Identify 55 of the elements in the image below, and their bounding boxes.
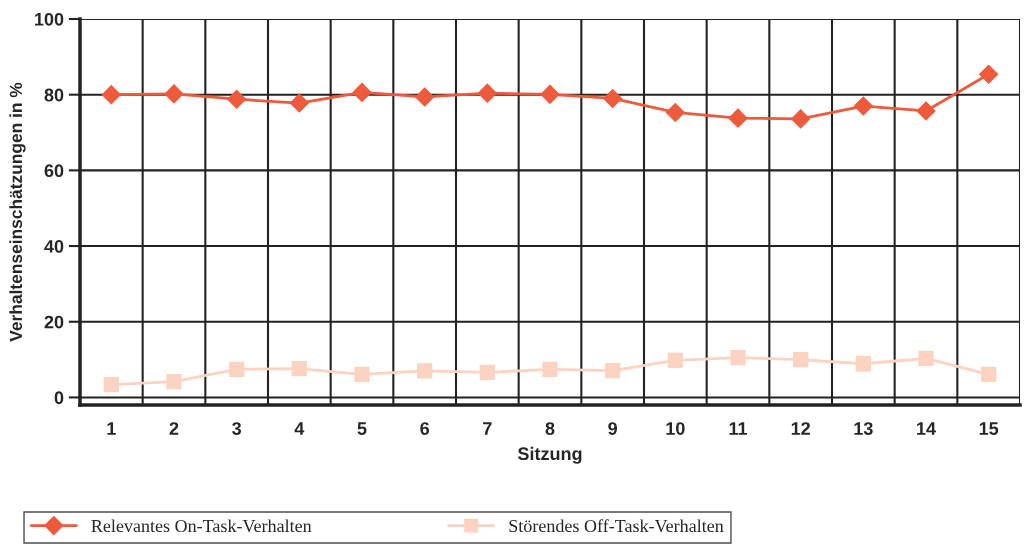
y-tick-label: 60 [44, 164, 64, 178]
point [415, 87, 435, 107]
x-tick-label: 4 [294, 422, 305, 435]
y-tick-label: 20 [44, 315, 64, 329]
point [352, 82, 372, 102]
point [981, 366, 997, 382]
point [289, 93, 309, 113]
x-tick-label: 3 [232, 422, 242, 435]
point [101, 85, 121, 105]
x-tick-label: 14 [917, 422, 936, 435]
point [540, 84, 560, 104]
x-tick-label: 8 [545, 422, 555, 435]
point [229, 361, 245, 378]
x-tick-label: 12 [791, 422, 810, 435]
x-tick-label: 5 [357, 422, 367, 435]
legend-label: Relevantes On-Task-Verhalten [91, 519, 312, 533]
point [227, 89, 247, 109]
point [603, 88, 623, 109]
x-tick-label: 15 [979, 422, 999, 435]
point [477, 83, 497, 103]
x-tick-label: 6 [420, 422, 430, 435]
point [103, 376, 119, 393]
point [605, 362, 621, 379]
y-tick-label: 100 [35, 12, 64, 26]
x-tick-label: 1 [107, 422, 116, 435]
x-axis-title: Sitzung [517, 446, 582, 464]
point [667, 352, 683, 368]
point [164, 84, 184, 104]
point [291, 361, 307, 377]
point [479, 364, 495, 381]
point [853, 96, 873, 116]
point [793, 351, 809, 368]
x-tick-label: 13 [854, 422, 873, 435]
x-tick-label: 7 [483, 422, 492, 435]
point [417, 363, 433, 379]
legend-label: Störendes Off-Task-Verhalten [509, 519, 724, 533]
point [354, 366, 370, 382]
y-axis-title: Verhaltenseinschätzungen in % [9, 82, 26, 342]
point [916, 101, 936, 121]
y-tick-label: 80 [44, 88, 64, 102]
point [791, 109, 811, 129]
point [855, 356, 871, 372]
point [730, 350, 746, 366]
point [166, 373, 182, 390]
point [728, 108, 748, 128]
point [918, 350, 934, 367]
y-tick-label: 40 [44, 239, 64, 253]
point [665, 102, 685, 123]
x-tick-label: 2 [169, 422, 179, 435]
y-tick-label: 0 [54, 391, 64, 405]
point [979, 64, 999, 84]
x-tick-label: 11 [729, 422, 748, 435]
x-tick-label: 10 [666, 422, 685, 435]
x-tick-label: 9 [608, 422, 618, 435]
point [542, 361, 558, 378]
